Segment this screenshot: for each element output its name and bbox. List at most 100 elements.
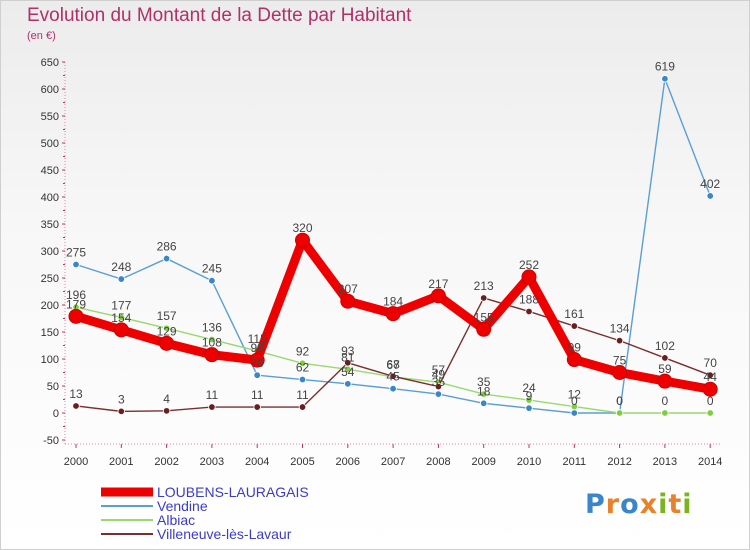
data-point [208,335,216,344]
data-point [253,403,261,411]
data-label: 68 [386,357,400,371]
legend-label: Albiac [157,512,196,528]
data-label: 184 [383,295,403,309]
data-point [117,275,125,283]
data-point [612,365,628,380]
data-point [385,306,401,322]
logo-letter: x [639,489,659,520]
data-label: 59 [658,362,672,376]
data-point [525,307,533,316]
data-label: 188 [519,292,539,306]
data-label: 252 [519,258,539,272]
data-label: 62 [296,361,310,375]
data-point [570,322,578,330]
x-tick-label: 2002 [154,456,178,468]
x-tick-label: 2007 [381,456,405,468]
data-label: 99 [568,341,582,355]
data-label: 4 [163,392,170,406]
data-label: 57 [432,363,446,377]
y-tick-label: 400 [41,192,59,204]
data-label: 98 [251,341,265,355]
data-point [162,324,171,332]
logo-letter: i [682,489,693,520]
data-label: 3 [118,392,125,406]
chart-title: Evolution du Montant de la Dette par Hab… [27,5,412,26]
y-tick-label: 600 [41,84,59,96]
data-label: 177 [111,298,131,312]
y-tick-label: 350 [41,219,59,231]
logo-letter: o [620,489,640,520]
data-label: 196 [66,288,86,302]
data-label: 35 [477,375,491,389]
data-label: 92 [296,344,310,358]
logo-letter: t [668,489,683,520]
data-point [204,347,220,363]
y-tick-label: 300 [41,246,59,258]
x-tick-label: 2013 [653,456,677,468]
data-label: 154 [111,311,131,325]
data-point [249,352,265,368]
data-point [295,232,310,248]
data-label: 207 [338,282,358,296]
legend-label: Villeneuve-lès-Lavaur [157,526,292,542]
data-label: 213 [474,279,494,293]
data-point [72,260,80,269]
series-vendine [72,75,714,417]
data-label: 134 [610,322,630,336]
data-point [480,294,488,302]
data-label: 0 [707,394,714,408]
data-point [298,359,307,368]
data-label: 245 [202,262,222,276]
data-point [208,403,216,411]
y-tick-label: 200 [41,300,59,312]
data-point [113,322,129,338]
logo-letter: i [658,489,669,520]
x-tick-label: 2000 [64,456,88,468]
data-point [615,409,624,417]
data-point [706,409,714,417]
data-point [434,382,443,391]
data-label: 12 [568,388,582,402]
data-label: 11 [296,388,309,402]
data-point [389,372,397,380]
data-point [344,380,352,388]
x-tick-label: 2008 [426,456,450,468]
data-label: 275 [66,246,86,260]
data-label: 217 [428,277,448,291]
data-point [340,293,356,309]
y-tick-label: 100 [41,354,59,366]
data-point [298,403,307,411]
data-point [570,409,578,417]
legend-label: Vendine [157,498,208,514]
data-point [480,399,488,407]
x-tick-label: 2012 [607,456,631,468]
data-label: 402 [700,177,720,191]
data-label: 67 [386,358,400,372]
y-tick-label: 0 [53,408,59,420]
data-label: 13 [69,387,83,401]
y-tick-label: 650 [41,57,59,69]
data-point [344,359,352,367]
data-point [208,277,216,285]
data-label: 81 [341,350,355,364]
data-point [434,390,443,398]
data-point [162,254,171,263]
data-point [68,308,84,324]
data-label: 0 [662,394,669,408]
data-label: 11 [251,388,264,402]
data-label: 286 [157,240,177,254]
data-label: 44 [704,370,718,384]
data-point [253,371,261,379]
x-tick-label: 2010 [517,456,541,468]
data-point [702,381,718,397]
data-point [159,335,175,351]
data-point [525,404,533,412]
data-label: 35 [432,375,446,389]
logo-letter: r [605,489,621,520]
data-point [706,371,714,379]
data-point [615,336,624,345]
data-point [117,313,125,322]
data-label: 619 [655,60,675,74]
x-tick-label: 2006 [336,456,360,468]
series-villeneuve-l-s-lavaur [72,294,714,416]
